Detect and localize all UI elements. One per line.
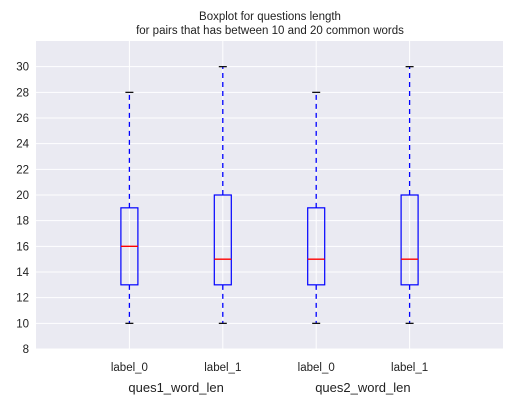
box-0	[120, 91, 139, 324]
chart-title-line-2: for pairs that has between 10 and 20 com…	[136, 25, 404, 37]
y-tick-label-16: 16	[16, 241, 29, 253]
box-2	[307, 91, 326, 324]
x-tick-label-2: label_0	[298, 362, 335, 374]
y-tick-label-28: 28	[16, 87, 29, 99]
x-tick-label-3: label_1	[391, 362, 428, 374]
y-axis-ticks: 8 10 12 14 16 18 20 22 24 26 28 30	[16, 62, 29, 356]
y-tick-label-24: 24	[16, 139, 29, 151]
y-tick-label-10: 10	[16, 318, 29, 330]
y-tick-label-30: 30	[16, 62, 29, 74]
box-3	[400, 66, 419, 324]
group-label-0: ques1_word_len	[128, 380, 223, 395]
group-label-1: ques2_word_len	[315, 380, 410, 395]
group-labels: ques1_word_len ques2_word_len	[128, 380, 410, 395]
y-tick-label-26: 26	[16, 113, 29, 125]
x-tick-label-1: label_1	[204, 362, 241, 374]
boxes	[120, 66, 419, 324]
x-tick-label-0: label_0	[111, 362, 148, 374]
y-tick-label-22: 22	[16, 164, 29, 176]
box-1	[213, 66, 232, 324]
y-tick-label-8: 8	[23, 344, 29, 356]
box-body	[307, 207, 326, 286]
y-tick-label-18: 18	[16, 216, 29, 228]
y-tick-label-20: 20	[16, 190, 29, 202]
chart-title-line-1: Boxplot for questions length	[199, 11, 341, 23]
box-body	[400, 194, 419, 286]
y-tick-label-14: 14	[16, 267, 29, 279]
box-body	[213, 194, 232, 286]
y-tick-label-12: 12	[16, 293, 29, 305]
x-axis-ticks: label_0 label_1 label_0 label_1	[111, 362, 428, 374]
